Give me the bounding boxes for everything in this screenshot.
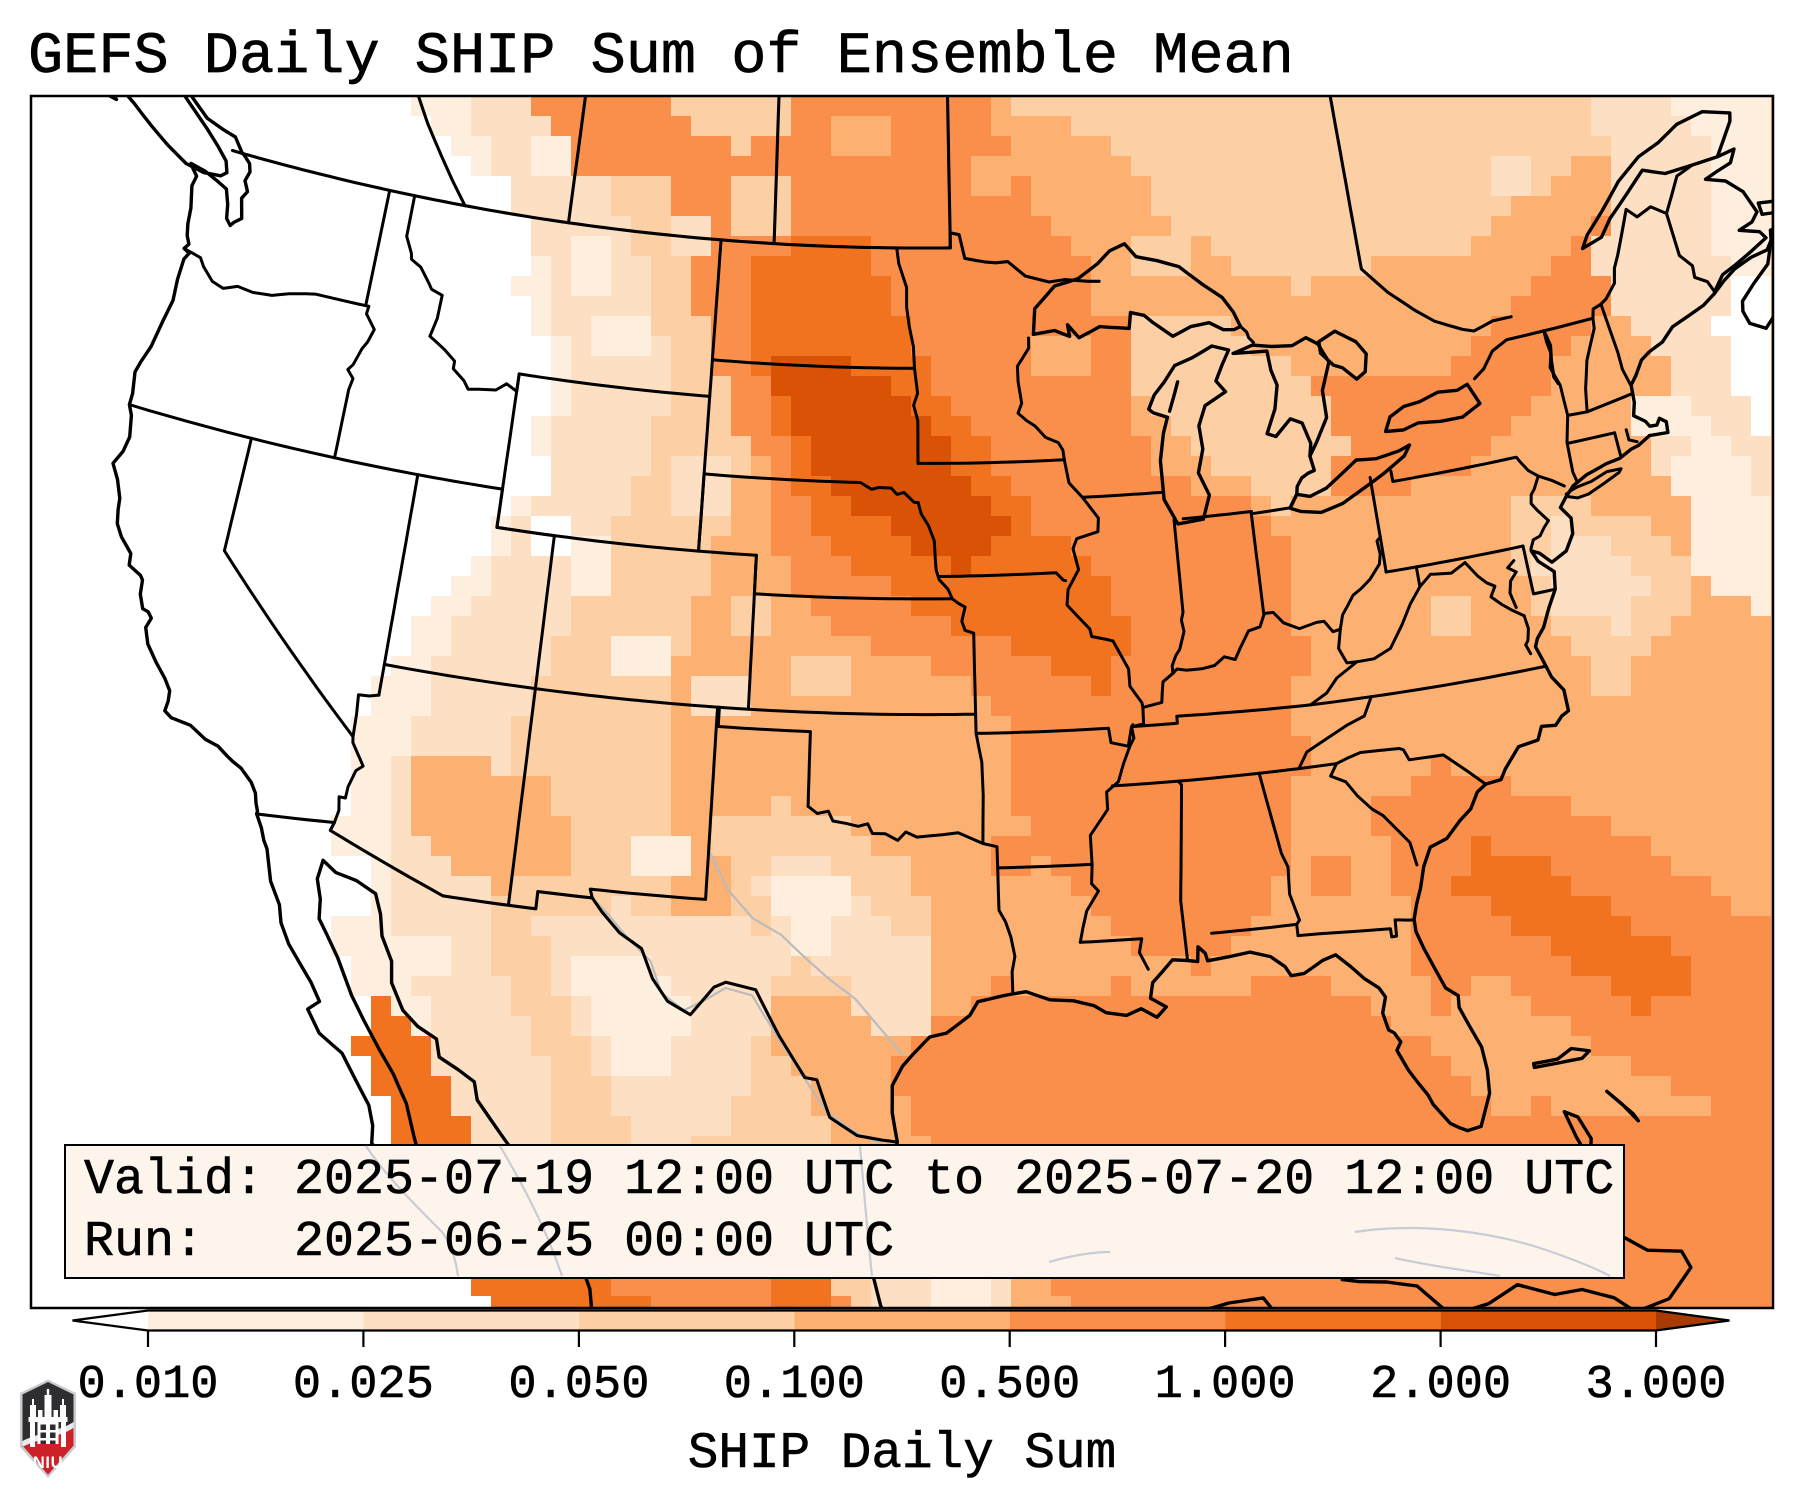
svg-text:3.000: 3.000 [1585, 1359, 1726, 1412]
svg-text:0.010: 0.010 [77, 1359, 218, 1412]
svg-text:0.025: 0.025 [293, 1359, 434, 1412]
svg-text:0.100: 0.100 [724, 1359, 865, 1412]
svg-text:0.050: 0.050 [508, 1359, 649, 1412]
svg-text:1.000: 1.000 [1155, 1359, 1296, 1412]
svg-text:NIU: NIU [33, 1454, 63, 1472]
svg-text:GEFS Daily SHIP Sum of Ensembl: GEFS Daily SHIP Sum of Ensemble Mean [28, 23, 1294, 90]
svg-text:Valid: 2025-07-19 12:00 UTC to: Valid: 2025-07-19 12:00 UTC to 2025-07-2… [84, 1152, 1614, 1209]
svg-text:Run: 2025-06-25 00:00 UTC: Run: 2025-06-25 00:00 UTC [84, 1214, 894, 1271]
svg-text:2.000: 2.000 [1370, 1359, 1511, 1412]
svg-text:0.500: 0.500 [939, 1359, 1080, 1412]
svg-text:SHIP Daily Sum: SHIP Daily Sum [688, 1426, 1116, 1483]
